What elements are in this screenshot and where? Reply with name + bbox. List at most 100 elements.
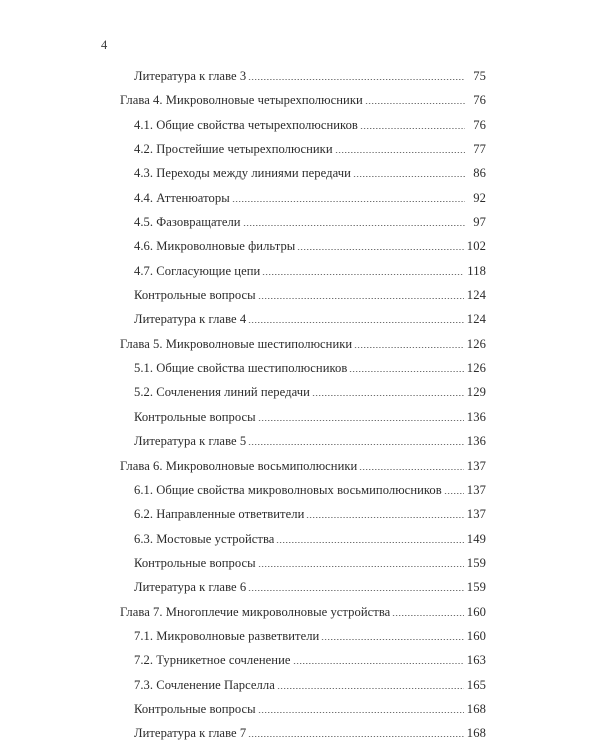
toc-entry[interactable]: Глава 5. Микроволновые шестиполюсники 126 <box>120 332 486 356</box>
toc-entry-title: Контрольные вопросы <box>134 409 256 424</box>
toc-entry-page-number: 124 <box>466 312 486 327</box>
toc-entry-page-number: 159 <box>466 555 486 570</box>
toc-dot-leader <box>292 663 464 665</box>
toc-entry-page-number: 76 <box>473 93 486 108</box>
toc-dot-leader <box>359 127 465 129</box>
toc-entry[interactable]: 7.1. Микроволновые разветвители 160 <box>134 624 486 648</box>
toc-entry[interactable]: 6.2. Направленные ответвители 137 <box>134 502 486 526</box>
toc-entry[interactable]: 6.1. Общие свойства микроволновых восьми… <box>134 478 486 502</box>
toc-dot-leader <box>311 395 464 397</box>
toc-entry[interactable]: 4.5. Фазовращатели 97 <box>134 210 486 234</box>
toc-entry-title: Контрольные вопросы <box>134 288 256 303</box>
toc-entry-title: Глава 6. Микроволновые восьмиполюсники <box>120 458 358 473</box>
toc-entry[interactable]: Контрольные вопросы 159 <box>134 551 486 575</box>
toc-entry-page-number: 92 <box>473 190 486 205</box>
toc-entry[interactable]: 4.4. Аттенюаторы 92 <box>134 186 486 210</box>
toc-entry-title: Контрольные вопросы <box>134 555 256 570</box>
toc-entry-title: 6.3. Мостовые устройства <box>134 531 275 546</box>
toc-entry[interactable]: 5.1. Общие свойства шестиполюсников 126 <box>134 356 486 380</box>
toc-entry-title: 4.1. Общие свойства четырехполюсников <box>134 117 358 132</box>
toc-entry[interactable]: 4.3. Переходы между линиями передачи 86 <box>134 161 486 185</box>
toc-entry-page-number: 137 <box>466 507 486 522</box>
toc-dot-leader <box>306 517 464 519</box>
toc-entry[interactable]: Литература к главе 7 168 <box>134 721 486 745</box>
toc-entry-page-number: 118 <box>467 263 486 278</box>
toc-entry-page-number: 159 <box>466 580 486 595</box>
toc-dot-leader <box>352 176 465 178</box>
toc-entry[interactable]: Литература к главе 6 159 <box>134 575 486 599</box>
toc-dot-leader <box>262 273 465 275</box>
toc-dot-leader <box>321 638 464 640</box>
toc-dot-leader <box>231 200 465 202</box>
toc-dot-leader <box>334 152 465 154</box>
toc-entry[interactable]: Контрольные вопросы 168 <box>134 697 486 721</box>
toc-entry[interactable]: 4.7. Согласующие цепи 118 <box>134 259 486 283</box>
toc-dot-leader <box>248 736 464 738</box>
toc-entry-page-number: 165 <box>466 677 486 692</box>
toc-entry-title: 4.3. Переходы между линиями передачи <box>134 166 351 181</box>
toc-entry-title: 4.4. Аттенюаторы <box>134 190 230 205</box>
toc-entry[interactable]: 4.6. Микроволновые фильтры 102 <box>134 234 486 258</box>
toc-dot-leader <box>257 419 464 421</box>
toc-entry-title: Литература к главе 6 <box>134 580 247 595</box>
toc-entry-title: 6.1. Общие свойства микроволновых восьми… <box>134 482 442 497</box>
toc-entry[interactable]: 4.2. Простейшие четырехполюсники 77 <box>134 137 486 161</box>
toc-entry-title: Литература к главе 4 <box>134 312 247 327</box>
toc-entry-title: 7.1. Микроволновые разветвители <box>134 628 320 643</box>
toc-dot-leader <box>359 468 464 470</box>
toc-entry[interactable]: Литература к главе 3 75 <box>134 64 486 88</box>
toc-entry-page-number: 136 <box>466 409 486 424</box>
toc-entry[interactable]: Контрольные вопросы 124 <box>134 283 486 307</box>
toc-dot-leader <box>392 614 464 616</box>
toc-dot-leader <box>276 541 464 543</box>
toc-entry-title: 4.7. Согласующие цепи <box>134 263 261 278</box>
toc-entry-page-number: 168 <box>466 726 486 741</box>
toc-entry[interactable]: 7.2. Турникетное сочленение 163 <box>134 648 486 672</box>
toc-entry-page-number: 86 <box>473 166 486 181</box>
toc-entry[interactable]: Глава 7. Многоплечие микроволновые устро… <box>120 600 486 624</box>
toc-entry-page-number: 76 <box>473 117 486 132</box>
toc-dot-leader <box>257 298 464 300</box>
toc-dot-leader <box>248 444 464 446</box>
toc-entry[interactable]: 4.1. Общие свойства четырехполюсников 76 <box>134 113 486 137</box>
toc-entry-title: 4.6. Микроволновые фильтры <box>134 239 296 254</box>
toc-entry-page-number: 77 <box>473 142 486 157</box>
toc-dot-leader <box>297 249 464 251</box>
toc-entry-title: 7.2. Турникетное сочленение <box>134 653 291 668</box>
toc-dot-leader <box>364 103 465 105</box>
toc-dot-leader <box>349 371 464 373</box>
toc-dot-leader <box>354 346 464 348</box>
toc-entry-title: Контрольные вопросы <box>134 701 256 716</box>
toc-entry-title: 6.2. Направленные ответвители <box>134 507 305 522</box>
toc-entry-page-number: 126 <box>466 336 486 351</box>
toc-dot-leader <box>257 565 464 567</box>
toc-entry[interactable]: Литература к главе 4 124 <box>134 307 486 331</box>
toc-entry-page-number: 129 <box>466 385 486 400</box>
toc-entry-page-number: 137 <box>466 482 486 497</box>
toc-entry[interactable]: Контрольные вопросы 136 <box>134 405 486 429</box>
toc-entry-title: Литература к главе 5 <box>134 434 247 449</box>
toc-entry-title: Литература к главе 3 <box>134 69 247 83</box>
toc-entry-page-number: 126 <box>466 361 486 376</box>
toc-entry-page-number: 136 <box>466 434 486 449</box>
toc-entry[interactable]: Литература к главе 5 136 <box>134 429 486 453</box>
toc-entry-page-number: 160 <box>466 604 486 619</box>
toc-dot-leader <box>257 711 464 713</box>
toc-entry-title: 4.5. Фазовращатели <box>134 215 241 230</box>
toc-entry-page-number: 149 <box>466 531 486 546</box>
toc-entry[interactable]: Глава 6. Микроволновые восьмиполюсники 13… <box>120 454 486 478</box>
toc-entry[interactable]: 5.2. Сочленения линий передачи 129 <box>134 380 486 404</box>
toc-entry[interactable]: 7.3. Сочленение Парселла 165 <box>134 673 486 697</box>
toc-dot-leader <box>242 225 465 227</box>
toc-entry-page-number: 97 <box>473 215 486 230</box>
toc-dot-leader <box>248 322 464 324</box>
toc-dot-leader <box>443 492 464 494</box>
toc-entry[interactable]: 6.3. Мостовые устройства 149 <box>134 527 486 551</box>
page-number-folio: 4 <box>101 38 108 52</box>
toc-entry-page-number: 75 <box>473 69 486 83</box>
toc-entry[interactable]: Глава 4. Микроволновые четырехполюсники 7… <box>120 88 486 112</box>
toc-entry-title: Глава 7. Многоплечие микроволновые устро… <box>120 604 391 619</box>
toc-entry-page-number: 168 <box>466 701 486 716</box>
toc-entry-page-number: 160 <box>466 628 486 643</box>
